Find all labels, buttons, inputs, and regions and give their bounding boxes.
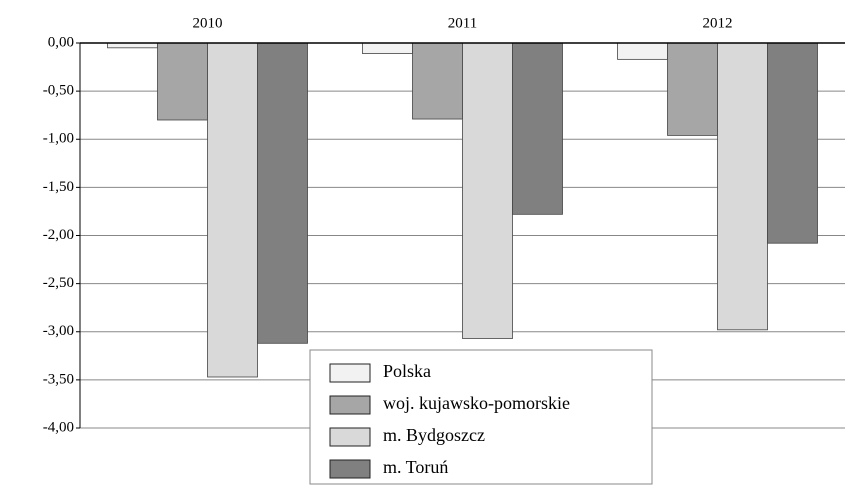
x-tick-label: 2011 <box>448 15 477 31</box>
y-tick-label: 0,00 <box>48 34 74 50</box>
bar <box>512 42 563 215</box>
y-tick-label: -4,00 <box>43 419 74 435</box>
bar <box>412 42 463 120</box>
legend-swatch <box>329 363 371 383</box>
y-tick-label: -0,50 <box>43 83 74 99</box>
legend-label: Polska <box>383 361 431 381</box>
x-tick-label: 2012 <box>703 15 733 31</box>
y-tick-label: -3,00 <box>43 323 74 339</box>
y-tick-label: -1,50 <box>43 179 74 195</box>
bar <box>462 42 513 339</box>
bar <box>667 42 718 136</box>
legend-swatch <box>329 395 371 415</box>
legend-swatch <box>329 427 371 447</box>
legend-label: m. Toruń <box>383 457 448 477</box>
bar <box>257 42 308 344</box>
y-tick-label: -3,50 <box>43 371 74 387</box>
y-tick-label: -1,00 <box>43 131 74 147</box>
legend-swatch <box>329 459 371 479</box>
bar <box>717 42 768 331</box>
bar <box>362 42 413 54</box>
y-tick-label: -2,00 <box>43 227 74 243</box>
y-tick-label: -2,50 <box>43 275 74 291</box>
bar <box>207 42 258 378</box>
bar <box>767 42 818 244</box>
legend-label: m. Bydgoszcz <box>383 425 485 445</box>
bar <box>617 42 668 60</box>
x-tick-label: 2010 <box>193 15 223 31</box>
legend-label: woj. kujawsko-pomorskie <box>383 393 570 413</box>
bar <box>157 42 208 121</box>
